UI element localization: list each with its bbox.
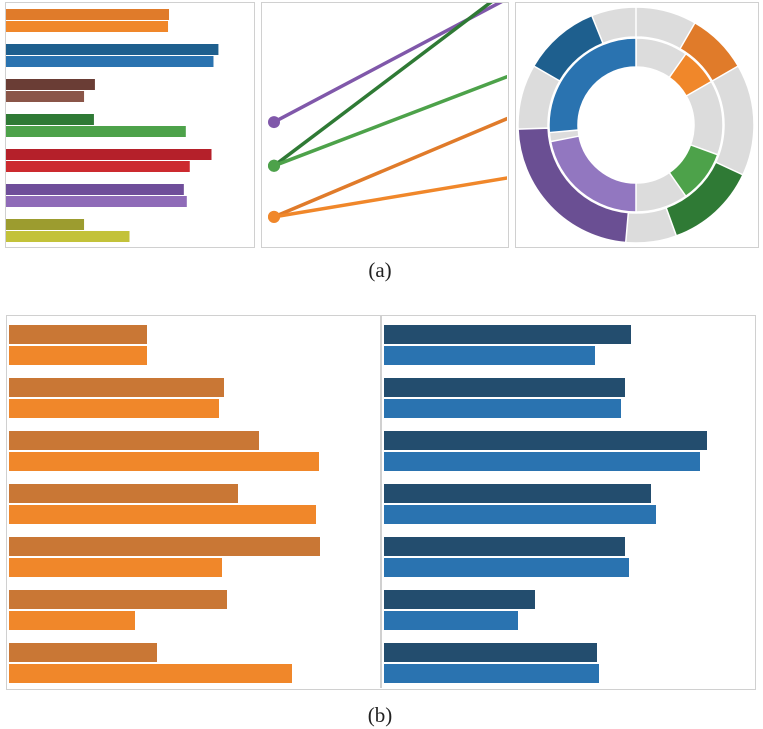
donut-inner-segment-2 xyxy=(668,143,719,198)
bar-a-group2-series1 xyxy=(6,44,219,55)
caption-b: (b) xyxy=(367,703,393,727)
slope-line-4 xyxy=(272,116,507,219)
bar-b-left-group3-series2 xyxy=(9,452,319,471)
bar-b-right-group7-series2 xyxy=(384,664,599,683)
bar-b-right-group7-series1 xyxy=(384,643,597,662)
bar-b-right-group2-series1 xyxy=(384,378,625,397)
bar-b-left-group4-series1 xyxy=(9,484,238,503)
bar-a-group7-series2 xyxy=(6,231,130,242)
bar-b-left-group5-series2 xyxy=(9,558,222,577)
bar-b-left-group1-series1 xyxy=(9,325,147,344)
bar-b-left-group7-series2 xyxy=(9,664,292,683)
bar-b-left-group2-series1 xyxy=(9,378,224,397)
bar-a-group2-series2 xyxy=(6,56,214,67)
slope-start-point-1 xyxy=(268,116,280,129)
bar-b-left-group5-series1 xyxy=(9,537,320,556)
bar-b-right-group2-series2 xyxy=(384,399,621,418)
donut-outer-segment-3 xyxy=(517,127,630,244)
slope-start-point-3 xyxy=(268,159,280,172)
bar-a-group5-series1 xyxy=(6,149,212,160)
bar-b-right-group5-series2 xyxy=(384,558,629,577)
donut-inner-segment-4 xyxy=(548,37,637,134)
bar-b-right-group6-series1 xyxy=(384,590,535,609)
bar-b-right-group1-series1 xyxy=(384,325,631,344)
bar-b-left-group1-series2 xyxy=(9,346,147,365)
bar-b-left-group6-series2 xyxy=(9,611,135,630)
small-bar-chart-panel xyxy=(5,2,255,248)
slope-line-5 xyxy=(272,176,507,219)
bar-a-group3-series2 xyxy=(6,91,85,102)
bar-b-right-group4-series1 xyxy=(384,484,651,503)
bar-a-group6-series2 xyxy=(6,196,187,207)
bar-a-group4-series2 xyxy=(6,126,186,137)
slope-start-point-5 xyxy=(268,210,280,223)
slope-line-3 xyxy=(272,74,507,168)
bar-b-right-group6-series2 xyxy=(384,611,518,630)
bar-b-left-group7-series1 xyxy=(9,643,157,662)
bar-b-left-group3-series1 xyxy=(9,431,259,450)
nested-donut-chart-panel xyxy=(515,2,759,248)
bar-a-group7-series1 xyxy=(6,219,85,230)
donut-outer-segment-2 xyxy=(665,161,744,237)
paired-bar-charts xyxy=(9,316,707,688)
bar-b-right-group1-series2 xyxy=(384,346,595,365)
bar-a-group4-series1 xyxy=(6,114,94,125)
paired-bar-charts-panel xyxy=(6,315,756,690)
bar-b-left-group6-series1 xyxy=(9,590,227,609)
donut-outer-segment-1 xyxy=(678,21,740,83)
slope-chart xyxy=(268,3,507,223)
caption-a: (a) xyxy=(368,258,392,282)
small-bar-chart xyxy=(6,9,219,242)
donut-inner-segment-1 xyxy=(668,52,713,98)
bar-b-right-group3-series1 xyxy=(384,431,707,450)
bar-a-group1-series2 xyxy=(6,21,169,32)
bar-b-left-group4-series2 xyxy=(9,505,316,524)
bar-a-group1-series1 xyxy=(6,9,170,20)
bar-a-group5-series2 xyxy=(6,161,190,172)
bar-b-right-group3-series2 xyxy=(384,452,700,471)
nested-donut-chart xyxy=(517,6,755,244)
slope-chart-panel xyxy=(261,2,509,248)
bar-a-group3-series1 xyxy=(6,79,95,90)
donut-inner-segment-3 xyxy=(549,135,637,213)
slope-line-2 xyxy=(272,3,493,168)
bar-b-left-group2-series2 xyxy=(9,399,219,418)
bar-b-right-group4-series2 xyxy=(384,505,656,524)
slope-line-1 xyxy=(272,3,503,124)
donut-outer-segment-4 xyxy=(532,14,605,83)
bar-b-right-group5-series1 xyxy=(384,537,625,556)
bar-a-group6-series1 xyxy=(6,184,184,195)
